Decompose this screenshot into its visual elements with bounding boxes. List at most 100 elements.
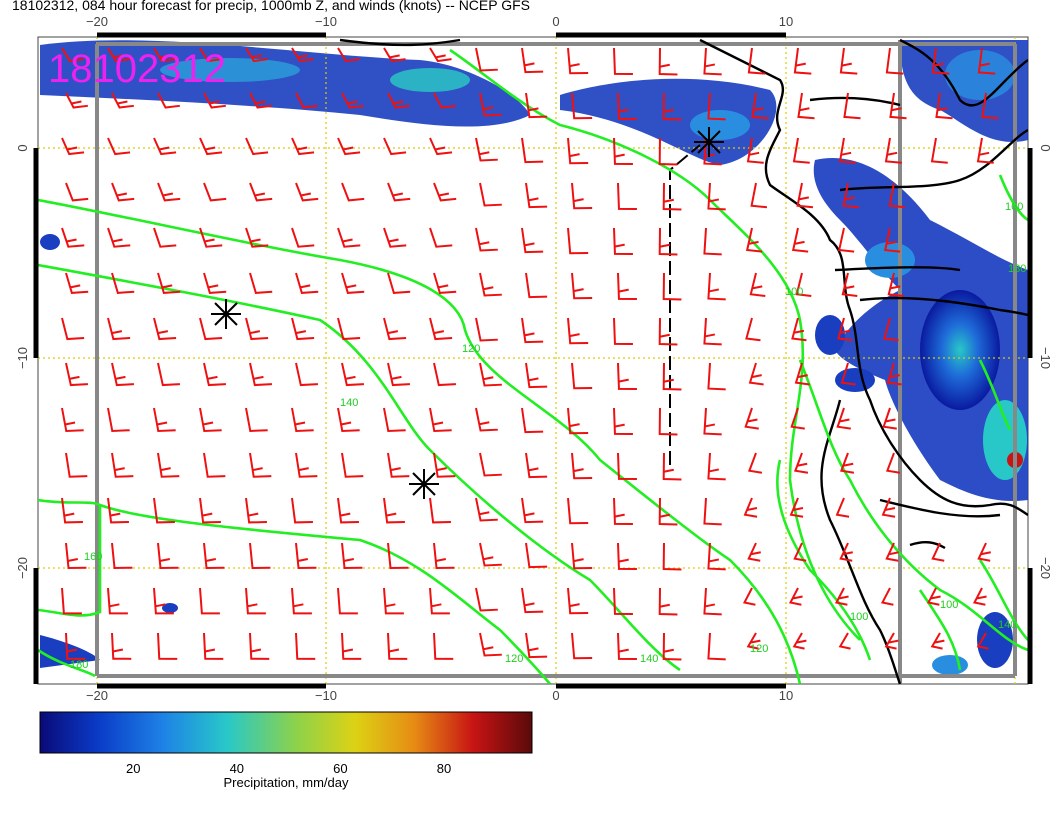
wind-barb — [617, 182, 637, 211]
wind-barb — [479, 362, 502, 387]
wind-barb — [662, 452, 682, 481]
wind-barb — [295, 632, 316, 660]
wind-barb — [707, 92, 726, 121]
wind-barb — [291, 227, 315, 248]
wind-barb — [153, 227, 177, 248]
wind-barb — [885, 452, 901, 474]
wind-barb — [931, 47, 950, 75]
wind-barb — [884, 137, 902, 164]
wind-barb — [837, 227, 855, 253]
wind-barb — [387, 362, 410, 387]
wind-barb — [433, 542, 455, 570]
wind-barb — [746, 137, 764, 164]
colorbar-tick-label: 60 — [333, 761, 347, 776]
wind-barb — [707, 452, 726, 481]
wind-barb — [291, 407, 314, 432]
wind-barb — [479, 272, 502, 297]
wind-barb — [791, 317, 807, 342]
wind-barb — [249, 92, 272, 109]
contour-label: 120 — [505, 653, 523, 665]
wind-barb — [61, 137, 85, 156]
colorbar-title: Precipitation, mm/day — [223, 775, 349, 790]
wind-barb — [617, 452, 637, 481]
wind-barb — [748, 362, 764, 386]
precipitation-colorbar: 20 40 60 80 — [39, 711, 533, 776]
wind-barb — [341, 272, 365, 294]
wind-barb — [383, 587, 404, 615]
wind-barb — [479, 452, 502, 477]
wind-barb — [838, 632, 851, 650]
wind-barb — [65, 362, 88, 387]
wind-barb — [571, 632, 593, 660]
wind-barb — [662, 272, 682, 301]
wind-barb — [887, 272, 904, 297]
wind-barb — [157, 362, 180, 387]
wind-barb — [930, 632, 945, 650]
wind-barb — [475, 587, 498, 612]
wind-barb — [429, 497, 451, 524]
tick-label: −20 — [15, 557, 30, 579]
tick-label: 0 — [15, 144, 30, 151]
tick-label: −10 — [15, 347, 30, 369]
wind-barb — [157, 182, 181, 202]
wind-barb — [790, 407, 805, 430]
wind-barb — [153, 317, 177, 341]
wind-barb — [337, 497, 359, 524]
wind-barb — [707, 182, 726, 211]
wind-barb — [249, 542, 271, 570]
colorbar-gradient — [39, 711, 533, 754]
wind-barb — [249, 362, 272, 387]
wind-barb — [479, 632, 502, 657]
wind-barb — [792, 137, 810, 164]
wind-barb — [571, 362, 593, 390]
wind-barb — [199, 497, 221, 524]
wind-barb — [613, 497, 633, 526]
wind-barb — [888, 182, 906, 209]
wind-barb — [571, 92, 593, 120]
wind-barb — [613, 317, 633, 346]
wind-barb — [111, 632, 132, 660]
wind-barb — [107, 47, 130, 63]
wind-barb — [153, 407, 176, 432]
wind-barb — [337, 317, 361, 341]
wind-barb — [199, 407, 222, 432]
wind-barb — [662, 182, 682, 211]
wind-barb — [613, 227, 633, 256]
wind-barb — [841, 272, 858, 297]
wind-barb — [747, 452, 763, 474]
wind-barb — [976, 137, 994, 164]
wind-barb — [981, 92, 999, 120]
wind-barb — [61, 317, 85, 341]
wind-barb — [383, 137, 407, 156]
wind-barb — [61, 587, 82, 615]
wind-barb — [295, 272, 319, 294]
wind-barb — [245, 227, 269, 248]
wind-barb — [703, 47, 722, 76]
wind-barb — [387, 542, 409, 570]
wind-barb — [295, 92, 318, 109]
wind-barb — [793, 452, 809, 474]
wind-barb — [571, 452, 593, 480]
wind-barb — [387, 272, 411, 294]
wind-barb — [475, 227, 498, 252]
wind-barb — [475, 137, 498, 162]
wind-barb — [883, 227, 901, 253]
contour-label-group: 120 140 100 120 140 160 180 100 100 120 … — [70, 201, 1026, 671]
wind-barb — [383, 227, 407, 248]
wind-barb — [751, 92, 769, 120]
wind-barb — [111, 272, 135, 294]
wind-barb — [111, 542, 133, 570]
wind-barb — [107, 227, 131, 248]
wind-barb — [613, 47, 633, 76]
wind-barb — [433, 182, 457, 202]
wind-barb — [793, 542, 807, 562]
wind-barb — [567, 407, 589, 435]
wind-barb — [703, 227, 722, 256]
tick-label: 10 — [779, 14, 793, 29]
wind-barb — [658, 47, 678, 76]
wind-barb — [567, 137, 589, 165]
contour-label: 180 — [1008, 263, 1026, 275]
wind-barb — [658, 587, 678, 616]
wind-barb — [889, 92, 907, 120]
